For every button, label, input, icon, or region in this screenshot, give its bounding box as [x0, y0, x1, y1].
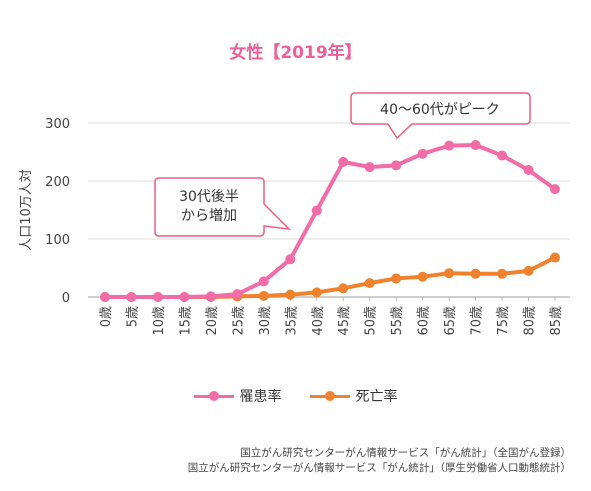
y-tick-300: 300	[45, 117, 70, 132]
data-point-s0-17	[550, 184, 560, 195]
data-point-s0-15	[497, 150, 508, 161]
series-line-1	[103, 255, 557, 299]
x-tick-85歳: 85歳	[549, 306, 564, 336]
x-tick-70歳: 70歳	[470, 306, 485, 336]
data-point-s1-9	[338, 283, 349, 294]
y-tick-200: 200	[45, 175, 70, 190]
x-tick-35歳: 35歳	[284, 306, 299, 336]
callout-late30s-box	[154, 177, 292, 237]
data-point-s1-15	[497, 268, 508, 279]
data-point-s0-10	[364, 162, 375, 173]
data-point-s0-12	[417, 148, 428, 159]
data-point-s1-17	[550, 252, 560, 263]
data-point-s1-10	[364, 278, 375, 289]
data-point-s0-3	[179, 292, 190, 302]
data-point-s0-0	[100, 292, 110, 302]
source-notes: 国立がん研究センターがん情報サービス「がん統計」（全国がん登録） 国立がん研究セ…	[188, 446, 571, 476]
source-line-1: 国立がん研究センターがん情報サービス「がん統計」（全国がん登録）	[240, 447, 571, 459]
y-axis-label: 人口10万人対	[19, 169, 34, 251]
x-tick-55歳: 55歳	[390, 306, 405, 336]
data-point-s1-16	[523, 265, 534, 276]
legend-label-incidence: 罹患率	[239, 389, 282, 405]
x-tick-80歳: 80歳	[523, 306, 538, 336]
data-point-s1-14	[470, 268, 481, 279]
y-tick-100: 100	[45, 233, 70, 248]
y-tick-0: 0	[62, 291, 70, 306]
data-point-s0-7	[285, 254, 296, 265]
x-tick-labels: 0歳 5歳 10歳 15歳 20歳 25歳 30歳 35歳 40歳 45歳 50歳 55歳 60歳 65歳…	[99, 306, 564, 336]
callout-late30s-text-0: 30代後半	[179, 189, 239, 205]
data-point-s0-5	[232, 289, 243, 300]
y-tick-labels: 0 100 200 300	[45, 117, 70, 306]
x-tick-75歳: 75歳	[496, 306, 511, 336]
x-tick-45歳: 45歳	[337, 306, 352, 336]
data-point-s0-13	[444, 140, 455, 151]
x-tick-5歳: 5歳	[125, 306, 140, 327]
x-tick-0歳: 0歳	[99, 306, 114, 327]
data-point-s0-14	[470, 140, 481, 151]
callout-peak-text: 40～60代がピーク	[380, 102, 500, 118]
x-tick-20歳: 20歳	[205, 306, 220, 336]
data-point-s1-13	[444, 268, 455, 279]
legend-marker-incidence	[193, 390, 234, 402]
chart-title: 女性【2019年】	[229, 43, 362, 63]
data-point-s0-4	[205, 291, 216, 302]
x-tick-15歳: 15歳	[178, 306, 193, 336]
data-point-s0-16	[523, 164, 534, 175]
callout-late30s-text-1: から増加	[181, 208, 237, 224]
legend-item-mortality: 死亡率	[309, 386, 398, 406]
data-point-s0-1	[126, 292, 137, 302]
x-tick-60歳: 60歳	[417, 306, 432, 336]
x-tick-30歳: 30歳	[258, 306, 273, 336]
legend-item-incidence: 罹患率	[193, 386, 282, 406]
data-point-s1-6	[258, 290, 269, 301]
x-tick-40歳: 40歳	[311, 306, 326, 336]
source-line-2: 国立がん研究センターがん情報サービス「がん統計」（厚生労働省人口動態統計）	[187, 462, 571, 474]
data-point-s0-9	[338, 156, 349, 167]
legend-marker-mortality	[309, 390, 350, 402]
x-tick-50歳: 50歳	[364, 306, 379, 336]
data-point-s1-8	[311, 287, 322, 298]
legend-label-mortality: 死亡率	[355, 389, 398, 405]
x-tick-25歳: 25歳	[231, 306, 246, 336]
data-point-s1-7	[285, 289, 296, 300]
data-point-s0-8	[311, 205, 322, 216]
series-layer	[100, 140, 560, 302]
callout-peak: 40～60代がピーク	[350, 92, 531, 140]
data-point-s0-11	[391, 160, 402, 171]
data-point-s0-6	[258, 276, 269, 287]
legend: 罹患率 死亡率	[0, 386, 591, 406]
x-tick-65歳: 65歳	[443, 306, 458, 336]
x-tick-10歳: 10歳	[152, 306, 167, 336]
data-point-s0-2	[152, 292, 163, 302]
data-point-s1-12	[417, 271, 428, 282]
callout-peak-box	[350, 92, 531, 140]
data-point-s1-11	[391, 273, 402, 284]
